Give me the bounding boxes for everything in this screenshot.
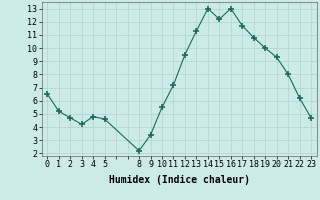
- X-axis label: Humidex (Indice chaleur): Humidex (Indice chaleur): [109, 175, 250, 185]
